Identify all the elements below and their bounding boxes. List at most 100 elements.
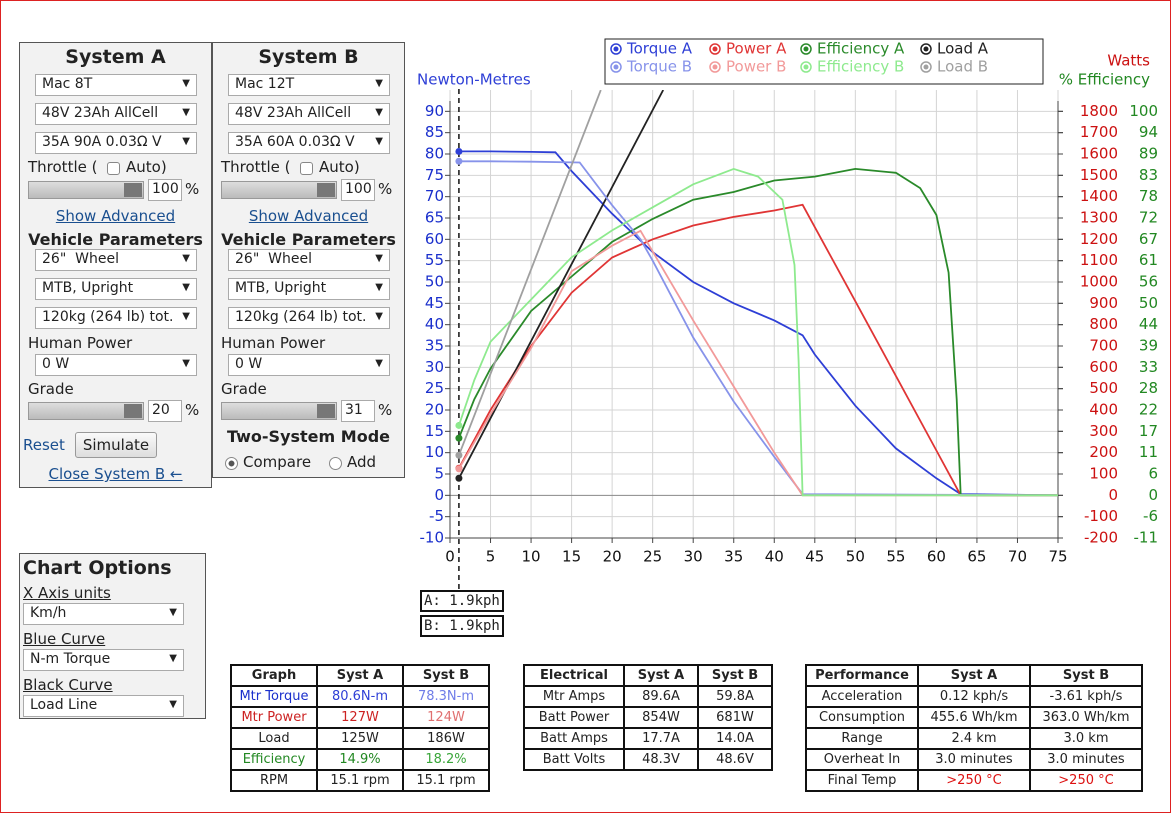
- motor-select[interactable]: Mac 8T: [35, 74, 197, 96]
- legend-label: Torque A: [626, 40, 693, 58]
- human-power-label: Human Power: [28, 334, 133, 352]
- table-cell: Load: [230, 727, 318, 750]
- y-tick-label: 72: [1139, 209, 1158, 227]
- black-curve-select[interactable]: Load Line: [23, 695, 184, 717]
- y-tick-label: 40: [425, 315, 444, 333]
- table-cell: 15.1 rpm: [402, 769, 490, 792]
- table-cell: Overheat In: [805, 748, 919, 771]
- y-tick-label: 1100: [1080, 251, 1118, 269]
- y-tick-label: -200: [1084, 529, 1118, 547]
- table-cell: Range: [805, 727, 919, 750]
- close-system-b[interactable]: Close System B ←: [48, 465, 183, 483]
- cursor-dot: [455, 157, 463, 165]
- table-cell: 15.1 rpm: [316, 769, 404, 792]
- table-row: Graph Syst A Syst B: [230, 664, 490, 687]
- y-tick-label: 22: [1139, 401, 1158, 419]
- table-cell: Syst B: [1029, 664, 1143, 687]
- x-units-select[interactable]: Km/h: [23, 603, 184, 625]
- y-tick-label: 100: [1129, 102, 1158, 120]
- reset-link[interactable]: Reset: [23, 436, 65, 454]
- y-tick-label: 10: [425, 443, 444, 461]
- battery-select[interactable]: 48V 23Ah AllCell: [35, 103, 197, 125]
- simulate-button[interactable]: Simulate: [75, 432, 157, 458]
- y-tick-label: 35: [425, 337, 444, 355]
- weight-select[interactable]: 120kg (264 lb) tot.: [35, 307, 197, 329]
- y3-axis-label: % Efficiency: [1059, 71, 1150, 89]
- controller-select[interactable]: 35A 90A 0.03Ω V: [35, 132, 197, 154]
- table-cell: 455.6 Wh/km: [917, 706, 1031, 729]
- table-row: Efficiency 14.9% 18.2%: [230, 748, 490, 771]
- grade-slider[interactable]: [221, 402, 337, 420]
- throttle-input[interactable]: 100: [341, 179, 375, 201]
- y-tick-label: 94: [1139, 123, 1158, 141]
- table-row: Batt Volts 48.3V 48.6V: [523, 748, 773, 771]
- x-tick-label: 70: [1008, 548, 1027, 566]
- curve: [458, 229, 1058, 497]
- curve: [458, 167, 1058, 497]
- grade-slider[interactable]: [28, 402, 144, 420]
- cursor-label: B: 1.9kph: [420, 615, 504, 637]
- y-tick-label: -6: [1143, 507, 1158, 525]
- throttle-slider[interactable]: [28, 181, 144, 199]
- auto-checkbox[interactable]: [107, 162, 120, 175]
- auto-checkbox[interactable]: [300, 162, 313, 175]
- controller-select[interactable]: 35A 60A 0.03Ω V: [228, 132, 390, 154]
- throttle-input[interactable]: 100: [148, 179, 182, 201]
- auto-label: Auto): [126, 158, 167, 176]
- y-tick-label: 78: [1139, 187, 1158, 205]
- throttle-slider[interactable]: [221, 181, 337, 199]
- x-tick-label: 55: [886, 548, 905, 566]
- grade-input[interactable]: 20: [148, 400, 182, 422]
- table-cell: 127W: [316, 706, 404, 729]
- motor-select[interactable]: Mac 12T: [228, 74, 390, 96]
- x-tick-label: 20: [603, 548, 622, 566]
- legend-marker: [923, 46, 929, 52]
- y-tick-label: 55: [425, 251, 444, 269]
- x-tick-label: 5: [486, 548, 496, 566]
- human-power-select[interactable]: 0 W: [228, 354, 390, 376]
- table-row: Mtr Power 127W 124W: [230, 706, 490, 729]
- cursor-dot: [455, 451, 463, 459]
- stats-table: Graph Syst A Syst B Mtr Torque 80.6N-m 78.3N-…: [230, 664, 490, 792]
- show-advanced[interactable]: Show Advanced: [248, 207, 369, 225]
- add-radio[interactable]: [329, 457, 342, 470]
- table-cell: 186W: [402, 727, 490, 750]
- table-row: Acceleration 0.12 kph/s -3.61 kph/s: [805, 685, 1143, 708]
- throttle-label: Throttle (: [28, 158, 98, 176]
- table-cell: 17.7A: [623, 727, 699, 750]
- wheel-select[interactable]: 26" Wheel: [228, 249, 390, 271]
- compare-radio[interactable]: [225, 457, 238, 470]
- x-tick-label: 10: [522, 548, 541, 566]
- table-cell: Syst A: [623, 664, 699, 687]
- table-row: Electrical Syst A Syst B: [523, 664, 773, 687]
- show-advanced[interactable]: Show Advanced: [55, 207, 176, 225]
- grade-input[interactable]: 31: [341, 400, 375, 422]
- weight-select[interactable]: 120kg (264 lb) tot.: [228, 307, 390, 329]
- legend-label: Load B: [937, 58, 988, 76]
- table-cell: 0.12 kph/s: [917, 685, 1031, 708]
- legend-box: [604, 38, 1044, 85]
- y-tick-label: 17: [1139, 422, 1158, 440]
- wheel-select[interactable]: 26" Wheel: [35, 249, 197, 271]
- x-tick-label: 0: [445, 548, 455, 566]
- legend-marker: [613, 64, 619, 70]
- bike-select[interactable]: MTB, Upright: [228, 278, 390, 300]
- human-power-select[interactable]: 0 W: [35, 354, 197, 376]
- table-row: Mtr Amps 89.6A 59.8A: [523, 685, 773, 708]
- y-tick-label: 600: [1089, 358, 1118, 376]
- y-tick-label: 100: [1089, 465, 1118, 483]
- bike-select[interactable]: MTB, Upright: [35, 278, 197, 300]
- y-tick-label: 1400: [1080, 187, 1118, 205]
- y-tick-label: 44: [1139, 315, 1158, 333]
- y-tick-label: 28: [1139, 379, 1158, 397]
- plot-area: [455, 90, 1058, 497]
- blue-curve-select[interactable]: N-m Torque: [23, 649, 184, 671]
- table-row: Performance Syst A Syst B: [805, 664, 1143, 687]
- table-cell: 18.2%: [402, 748, 490, 771]
- battery-select[interactable]: 48V 23Ah AllCell: [228, 103, 390, 125]
- cursor-dot: [455, 147, 463, 155]
- table-cell: 80.6N-m: [316, 685, 404, 708]
- legend-label: Power B: [726, 58, 786, 76]
- curve: [458, 150, 1058, 497]
